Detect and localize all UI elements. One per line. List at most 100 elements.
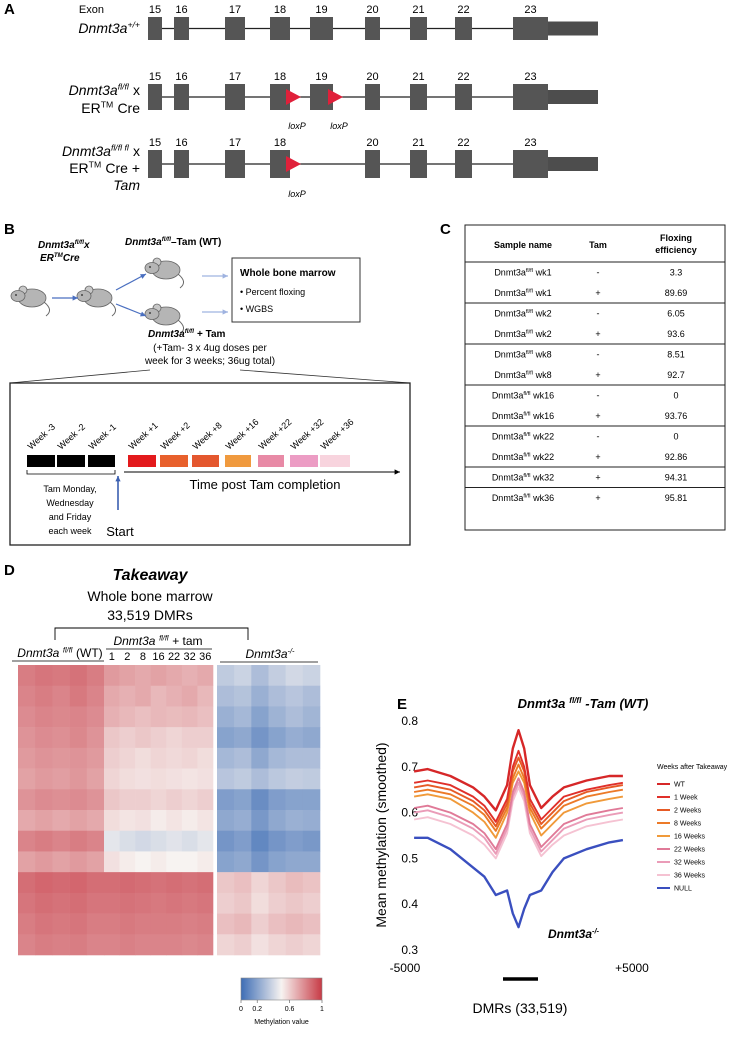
heatmap-cell <box>104 913 120 935</box>
assay-box <box>231 257 361 323</box>
sample-name-part: Dnmt3a <box>494 370 526 380</box>
heatmap-cell <box>302 934 321 956</box>
heatmap-cell <box>135 872 152 894</box>
heatmap-cell <box>268 789 286 811</box>
assay-title: Whole bone marrow <box>240 268 336 279</box>
mouse-tail <box>43 301 50 317</box>
heatmap-cell <box>119 851 136 873</box>
row-label-part: fl/fl fl <box>111 143 130 153</box>
week-block <box>225 455 251 467</box>
heatmap-cell <box>268 934 286 956</box>
heatmap-cell <box>69 706 88 728</box>
heatmap-cell <box>119 665 136 687</box>
heatmap-cell <box>119 830 136 852</box>
heatmap-cell <box>197 768 214 790</box>
dosing-note: (+Tam- 3 x 4ug doses per <box>153 343 267 354</box>
row-label-part: x <box>133 82 140 98</box>
heatmap-cell <box>69 768 88 790</box>
efficiency-cell: 95.81 <box>665 493 688 503</box>
legend-label: 16 Weeks <box>674 834 705 841</box>
heatmap-cell <box>119 706 136 728</box>
heatmap-cell <box>285 892 304 914</box>
heatmap-cell <box>302 810 321 832</box>
heatmap-cell <box>217 727 235 749</box>
heatmap-cell <box>217 851 235 873</box>
heatmap-cell <box>52 913 70 935</box>
heatmap-cell <box>18 913 36 935</box>
tam-note: Wednesday <box>46 498 94 508</box>
heatmap-cell <box>217 913 235 935</box>
exon-number: 21 <box>412 4 424 16</box>
heatmap-cell <box>181 665 198 687</box>
x-tick-label: -5000 <box>390 961 421 975</box>
heatmap-cell <box>181 830 198 852</box>
annotation-part: -/- <box>592 926 600 935</box>
sample-name-part: wk2 <box>535 329 552 339</box>
heatmap-cell <box>251 747 269 769</box>
heatmap-cell <box>166 685 183 707</box>
heatmap-cell <box>302 851 321 873</box>
heatmap-cell <box>217 830 235 852</box>
efficiency-cell: 93.6 <box>667 329 685 339</box>
loxp-site <box>328 89 343 105</box>
exon <box>455 17 472 40</box>
exon <box>148 150 162 178</box>
week-column-label: 22 <box>168 651 180 663</box>
mouse-tail <box>177 273 184 289</box>
heatmap-cell <box>166 913 183 935</box>
heatmap-cell <box>217 665 235 687</box>
exon <box>270 17 290 40</box>
heatmap-cell <box>69 685 88 707</box>
heatmap-cell <box>217 747 235 769</box>
heatmap-cell <box>119 913 136 935</box>
exon-number: 16 <box>175 71 187 83</box>
row-label-part: fl/fl <box>118 82 130 92</box>
series-line <box>413 786 624 860</box>
week-block <box>320 455 350 467</box>
heatmap-cell <box>234 665 252 687</box>
dosing-note: week for 3 weeks; 36ug total) <box>144 356 275 367</box>
arrow-head <box>140 311 146 317</box>
heatmap-cell <box>166 706 183 728</box>
heatmap-subtitle: Whole bone marrow <box>87 588 213 604</box>
heatmap-cell <box>251 810 269 832</box>
heatmap-cell <box>150 685 167 707</box>
heatmap-cell <box>69 892 88 914</box>
heatmap-cell <box>86 872 105 894</box>
heatmap-cell <box>285 747 304 769</box>
week-block <box>57 455 85 467</box>
heatmap-cell <box>18 665 36 687</box>
annotation-part: Dnmt3a <box>518 696 566 711</box>
heatmap-cell <box>217 768 235 790</box>
arrow-shaft <box>115 273 147 291</box>
heatmap-cell <box>285 934 304 956</box>
heatmap-cell <box>52 685 70 707</box>
sample-name-part: fl/fl <box>526 329 533 335</box>
heatmap-cell <box>197 851 214 873</box>
loxp-label: loxP <box>330 121 348 131</box>
mouse-head <box>76 290 92 302</box>
row-label-part: ER <box>81 100 100 116</box>
heatmap-cell <box>52 892 70 914</box>
heatmap-cell <box>104 685 120 707</box>
tam-note: each week <box>48 526 92 536</box>
sample-name-part: fl/fl <box>523 493 530 499</box>
heatmap-cell <box>18 685 36 707</box>
heatmap-cell <box>86 685 105 707</box>
tam-cell: + <box>595 411 600 421</box>
heatmap-cell <box>285 727 304 749</box>
heatmap-cell <box>285 851 304 873</box>
heatmap-cell <box>135 789 152 811</box>
legend-label: 32 Weeks <box>674 860 705 867</box>
sample-name-part: wk36 <box>532 493 554 503</box>
heatmap-cell <box>52 706 70 728</box>
group-label-part: + tam <box>172 634 202 648</box>
week-column-label: 32 <box>184 651 196 663</box>
tam-cell: + <box>595 370 600 380</box>
heatmap-cell <box>268 727 286 749</box>
heatmap-cell <box>197 789 214 811</box>
heatmap-cell <box>86 851 105 873</box>
sample-name-part: Dnmt3a <box>494 308 526 318</box>
assay-item: • Percent floxing <box>240 287 305 297</box>
